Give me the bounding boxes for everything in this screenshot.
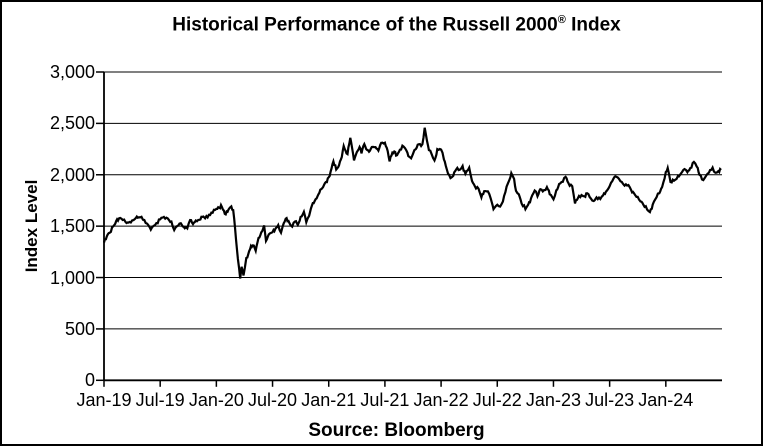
source-note: Source: Bloomberg — [308, 420, 485, 441]
x-tick-label: Jan-20 — [188, 390, 244, 410]
x-tick-label: Jul-20 — [248, 390, 298, 410]
index-level-line — [102, 127, 722, 279]
x-tick-label: Jan-23 — [525, 390, 581, 410]
x-tick-label: Jul-19 — [135, 390, 185, 410]
x-tick-label: Jul-21 — [360, 390, 410, 410]
x-tick-label: Jul-23 — [585, 390, 635, 410]
chart-title: Historical Performance of the Russell 20… — [42, 14, 751, 36]
y-tick-label: 0 — [84, 370, 95, 391]
x-tick-label: Jan-24 — [638, 390, 694, 410]
x-tick-label: Jan-22 — [413, 390, 469, 410]
chart-title-suffix: Index — [565, 14, 621, 36]
chart-title-main: Historical Performance of the Russell 20… — [172, 14, 558, 36]
y-tick-label: 2,000 — [49, 164, 95, 185]
y-tick-label: 3,000 — [49, 62, 95, 82]
y-tick-label: 2,500 — [49, 113, 95, 134]
x-tick-label: Jan-19 — [76, 390, 132, 410]
y-tick-label: 500 — [64, 318, 95, 339]
x-tick-label: Jul-22 — [472, 390, 522, 410]
x-tick-label: Jan-21 — [301, 390, 357, 410]
registered-trademark-symbol: ® — [557, 14, 566, 26]
y-tick-label: 1,500 — [49, 216, 95, 237]
y-tick-label: 1,000 — [49, 267, 95, 288]
